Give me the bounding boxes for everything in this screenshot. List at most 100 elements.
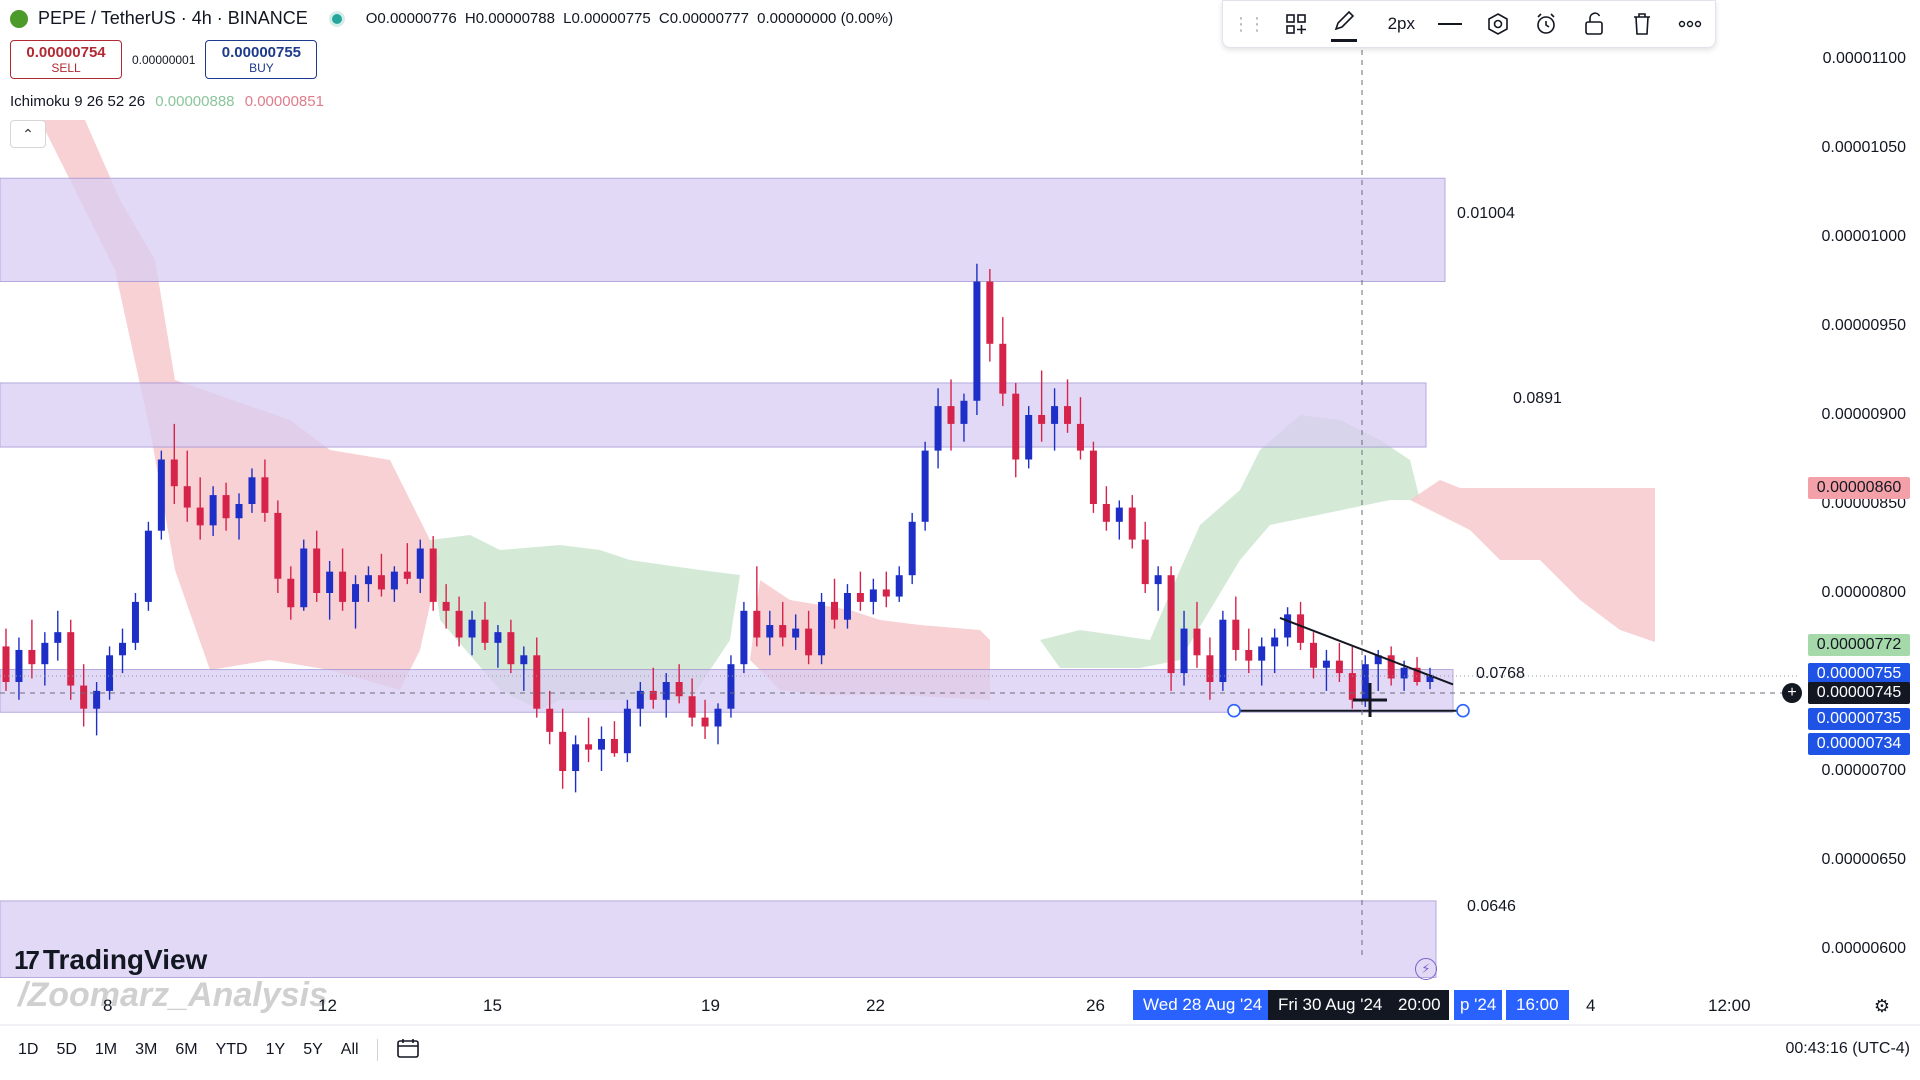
- sell-button[interactable]: 0.00000754 SELL: [10, 40, 122, 79]
- triangle-price-tag: 0.00000735: [1808, 708, 1910, 730]
- candle-body: [947, 406, 955, 424]
- indicator-value-2: 0.00000851: [244, 93, 324, 110]
- more-options-icon[interactable]: [1677, 9, 1703, 39]
- candle-body: [67, 632, 75, 686]
- candle-body: [727, 664, 735, 709]
- candle-body: [973, 281, 981, 401]
- candle-body: [1076, 423, 1084, 451]
- sell-price: 0.00000754: [26, 44, 106, 61]
- price-axis-label: 0.00000700: [1821, 762, 1906, 779]
- candle-body: [921, 450, 929, 522]
- timeframe-1m[interactable]: 1M: [94, 1041, 118, 1058]
- drawing-handle: [1456, 703, 1470, 718]
- templates-icon[interactable]: [1283, 9, 1309, 39]
- range-end-time: 16:00: [1506, 990, 1569, 1020]
- price-axis-label: 0.00000850: [1821, 495, 1906, 512]
- settings-hexagon-icon[interactable]: [1485, 9, 1511, 39]
- candle-body: [507, 632, 515, 665]
- candle-body: [390, 571, 398, 590]
- timeframe-ytd[interactable]: YTD: [215, 1041, 248, 1058]
- chart-settings-icon[interactable]: ⚙: [1873, 996, 1890, 1016]
- range-end-partial: p '24: [1454, 990, 1503, 1020]
- time-axis-label: 26: [1086, 996, 1105, 1015]
- clock-timezone[interactable]: 00:43:16 (UTC-4): [1785, 1040, 1911, 1057]
- timeframe-6m[interactable]: 6M: [175, 1041, 198, 1058]
- candle-body: [1141, 539, 1149, 585]
- candle-body: [805, 628, 813, 656]
- candle-body: [1335, 660, 1343, 674]
- candle-body: [1413, 667, 1421, 682]
- candle-body: [649, 690, 657, 700]
- zone-level-label: 0.01004: [1457, 205, 1515, 222]
- collapse-legend-button[interactable]: ⌃: [10, 120, 46, 148]
- divider: [376, 1039, 378, 1061]
- candle-body: [675, 682, 683, 697]
- indicator-legend[interactable]: Ichimoku 9 26 52 26 0.00000888 0.0000085…: [10, 93, 324, 110]
- drawing-toolbar: ⋮⋮ 2px: [1222, 0, 1716, 48]
- close-value: C0.00000777: [658, 10, 749, 27]
- candle-body: [80, 685, 88, 709]
- line-color-pencil-icon[interactable]: [1331, 7, 1357, 42]
- candle-body: [766, 625, 774, 638]
- price-axis-label: 0.00000650: [1821, 851, 1906, 868]
- candle-body: [1193, 628, 1201, 656]
- candle-body: [261, 477, 269, 513]
- candle-body: [559, 731, 567, 771]
- candle-body: [779, 625, 787, 638]
- triangle-price-tag: 0.00000734: [1808, 733, 1910, 755]
- alert-clock-icon[interactable]: [1533, 9, 1559, 39]
- candle-body: [196, 507, 204, 526]
- candle-body: [1038, 415, 1046, 424]
- buy-button[interactable]: 0.00000755 BUY: [205, 40, 318, 79]
- triangle-upper-line: [1279, 616, 1454, 686]
- symbol-title[interactable]: PEPE / TetherUS · 4h · BINANCE: [38, 8, 308, 28]
- candle-body: [1322, 660, 1330, 668]
- candle-body: [1115, 507, 1123, 522]
- candle-body: [119, 642, 127, 656]
- candle-body: [688, 696, 696, 718]
- market-open-icon: [331, 13, 342, 24]
- candle-body: [610, 738, 618, 754]
- unlock-icon[interactable]: [1581, 9, 1607, 39]
- timeframe-all[interactable]: All: [340, 1041, 359, 1058]
- candle-body: [740, 610, 748, 665]
- crosshair-date: Fri 30 Aug '24: [1268, 990, 1393, 1020]
- high-value: H0.00000788: [464, 10, 555, 27]
- line-style-icon[interactable]: [1437, 9, 1463, 39]
- timeframe-3m[interactable]: 3M: [135, 1041, 158, 1058]
- candle-body: [1025, 415, 1033, 460]
- ichimoku-cloud-bearish: [1410, 480, 1655, 642]
- trash-icon[interactable]: [1629, 9, 1655, 39]
- add-alert-plus-icon[interactable]: +: [1782, 683, 1802, 703]
- line-width-button[interactable]: 2px: [1379, 9, 1415, 39]
- candle-body: [1128, 507, 1136, 540]
- time-axis-label: 12:00: [1708, 996, 1751, 1015]
- candle-body: [106, 655, 114, 691]
- timeframe-5y[interactable]: 5Y: [303, 1041, 323, 1058]
- timeframe-1d[interactable]: 1D: [18, 1041, 39, 1058]
- cloud-top-price-tag: 0.00000860: [1808, 477, 1910, 499]
- candle-body: [339, 571, 347, 602]
- cloud-bottom-price-tag: 0.00000772: [1808, 634, 1910, 656]
- ask-price-tag: 0.00000755: [1808, 663, 1910, 685]
- timeframe-5d[interactable]: 5D: [56, 1041, 77, 1058]
- chevron-up-icon: ⌃: [22, 125, 34, 142]
- candle-body: [1051, 406, 1059, 424]
- candle-body: [572, 744, 580, 771]
- drag-handle-icon[interactable]: ⋮⋮: [1232, 13, 1266, 34]
- candle-body: [818, 601, 826, 656]
- lightning-icon[interactable]: ⚡: [1415, 958, 1437, 980]
- calendar-icon[interactable]: [396, 1037, 420, 1064]
- ichimoku-cloud-bullish: [1040, 415, 1420, 668]
- candle-body: [662, 682, 670, 700]
- candle-body: [533, 655, 541, 709]
- buy-label: BUY: [249, 61, 274, 75]
- cursor-crosshair-icon: [1353, 683, 1387, 717]
- watermark: /Zoomarz_Analysis: [18, 976, 328, 1014]
- candle-body: [1089, 450, 1097, 504]
- timeframe-1y[interactable]: 1Y: [265, 1041, 286, 1058]
- candle-body: [856, 593, 864, 602]
- candle-body: [28, 649, 36, 665]
- time-axis-label: 8: [103, 996, 113, 1015]
